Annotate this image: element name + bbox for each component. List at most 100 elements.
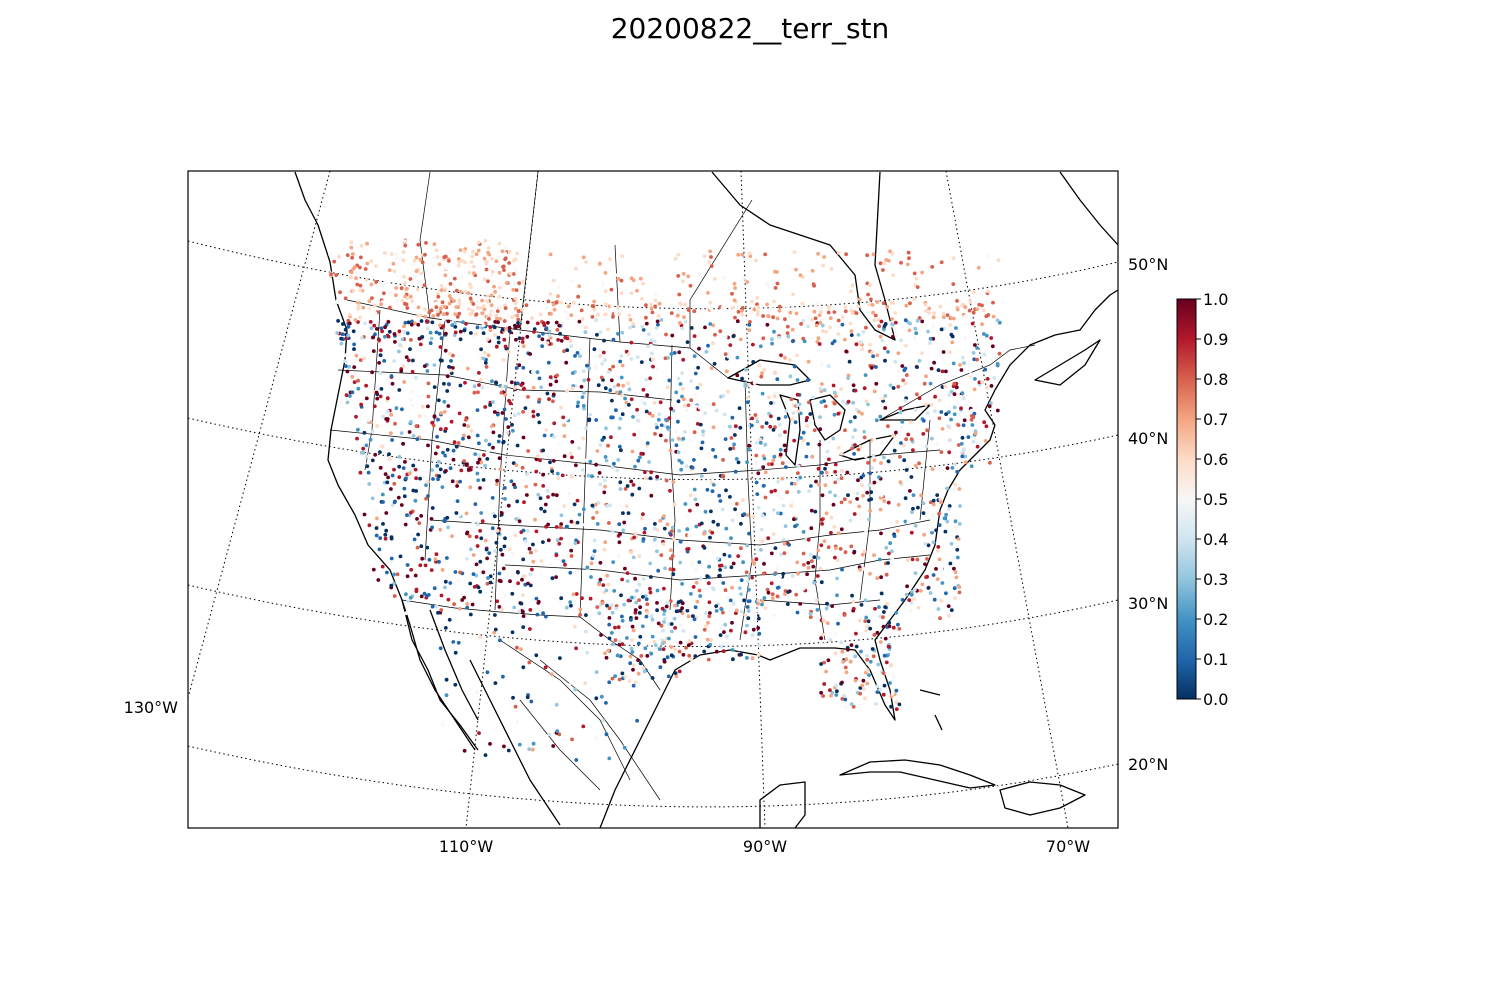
station-dot <box>616 625 621 630</box>
station-dot <box>446 597 451 602</box>
station-dot <box>926 543 931 548</box>
station-dot <box>792 250 797 255</box>
station-dot <box>824 470 829 475</box>
station-dot <box>425 594 429 598</box>
station-dot <box>740 312 744 317</box>
station-dot <box>381 500 385 504</box>
station-dot <box>618 532 622 536</box>
station-dot <box>901 378 906 383</box>
station-dot <box>900 598 905 602</box>
station-dot <box>781 571 786 576</box>
station-dot <box>570 440 575 444</box>
station-dot <box>697 560 702 564</box>
colorbar-tick-label: 0.1 <box>1203 650 1228 669</box>
station-dot <box>463 380 467 385</box>
station-dot <box>353 372 357 377</box>
station-dot <box>520 465 525 470</box>
station-dot <box>878 640 883 644</box>
station-dot <box>485 299 490 304</box>
station-dot <box>444 331 448 336</box>
station-dot <box>343 364 348 368</box>
station-dot <box>346 333 350 338</box>
station-dot <box>384 528 389 533</box>
station-dot <box>919 493 923 498</box>
station-dot <box>833 651 838 656</box>
station-dot <box>483 238 488 243</box>
station-dot <box>352 347 356 351</box>
station-dot <box>471 302 476 306</box>
station-dot <box>698 272 703 277</box>
station-dot <box>701 433 706 437</box>
station-dot <box>603 302 608 307</box>
station-dot <box>627 679 632 683</box>
station-dot <box>448 466 453 471</box>
station-dot <box>658 433 663 438</box>
station-dot <box>664 438 668 443</box>
station-dot <box>849 329 854 334</box>
station-dot <box>722 275 727 280</box>
station-dot <box>935 549 940 553</box>
station-dot <box>851 400 856 405</box>
station-dot <box>892 448 897 453</box>
station-dot <box>684 645 688 650</box>
station-dot <box>473 452 478 456</box>
station-dot <box>738 425 743 430</box>
station-dot <box>530 747 535 752</box>
station-dot <box>659 553 664 557</box>
station-dot <box>607 756 612 761</box>
station-dot <box>724 488 728 493</box>
station-dot <box>434 552 439 557</box>
station-dot <box>688 508 692 513</box>
station-dot <box>340 332 345 337</box>
station-dot <box>955 469 960 474</box>
station-dot <box>721 393 726 398</box>
station-dot <box>963 454 968 459</box>
station-dot <box>733 507 737 512</box>
station-dot <box>714 408 719 413</box>
station-dot <box>957 522 962 526</box>
colorbar-tick-label: 1.0 <box>1203 290 1228 309</box>
station-dot <box>428 341 433 346</box>
station-dot <box>705 574 710 579</box>
station-dot <box>759 548 763 552</box>
station-dot <box>769 551 774 556</box>
station-dot <box>339 336 343 341</box>
station-dot <box>931 573 936 577</box>
station-dot <box>413 573 418 578</box>
station-dot <box>618 480 623 485</box>
station-dot <box>814 323 819 328</box>
station-dot <box>552 421 557 426</box>
station-dot <box>668 303 673 307</box>
station-dot <box>432 414 437 418</box>
station-dot <box>537 397 542 402</box>
station-dot <box>949 389 954 394</box>
station-dot <box>500 327 505 332</box>
station-dot <box>674 674 679 679</box>
station-dot <box>485 337 490 342</box>
station-dot <box>879 531 883 536</box>
station-dot <box>462 748 467 753</box>
station-dot <box>413 467 418 472</box>
station-dot <box>724 526 729 531</box>
station-dot <box>644 476 648 481</box>
station-dot <box>349 270 354 275</box>
station-dot <box>918 588 923 593</box>
station-dot <box>611 315 615 319</box>
station-dot <box>656 568 661 573</box>
station-dot <box>438 358 443 362</box>
station-dot <box>886 424 890 429</box>
station-dot <box>776 479 781 484</box>
station-dot <box>369 282 374 287</box>
station-dot <box>975 307 980 312</box>
station-dot <box>567 363 572 367</box>
station-dot <box>796 471 800 476</box>
station-dot <box>466 435 471 440</box>
station-dot <box>938 304 943 309</box>
station-dot <box>474 535 479 539</box>
station-dot <box>746 616 751 621</box>
station-dot <box>588 412 592 417</box>
station-dot <box>767 395 771 400</box>
station-dot <box>577 446 581 451</box>
station-dot <box>726 354 731 359</box>
station-dot <box>709 509 713 514</box>
